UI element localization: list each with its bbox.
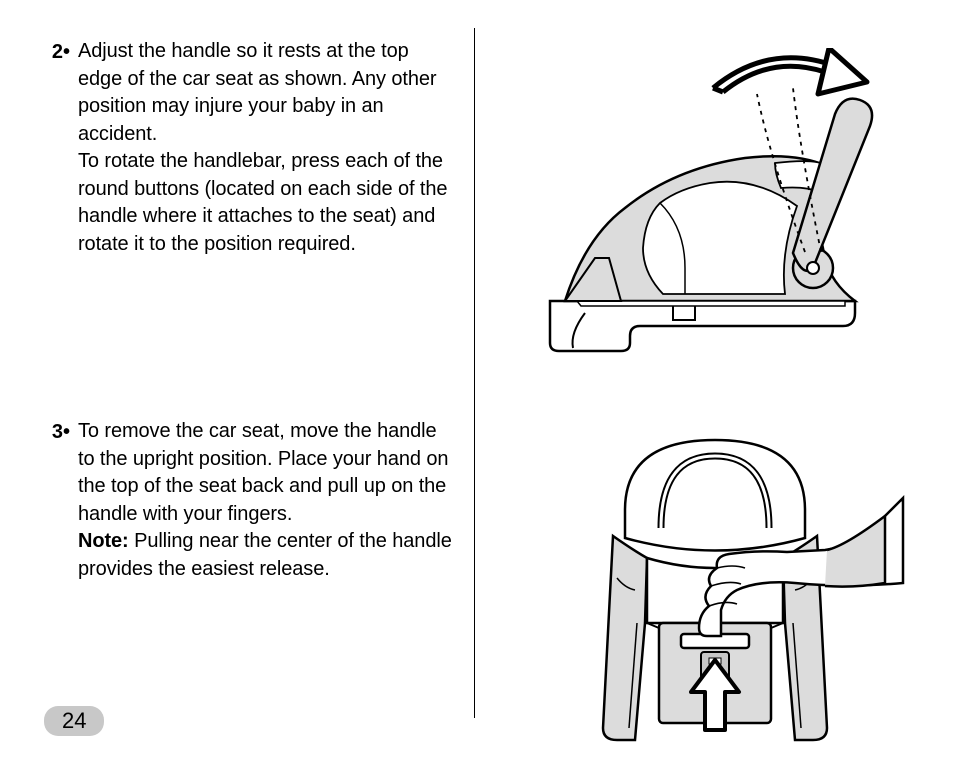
step-3-note: Note: Pulling near the center of the han… xyxy=(78,528,454,583)
step-number: 3• xyxy=(44,418,70,583)
illustration-column xyxy=(475,38,934,744)
rotate-arrow-icon xyxy=(713,48,867,94)
step-body: To remove the car seat, move the handle … xyxy=(78,418,454,583)
step-2-text-b: To rotate the handlebar, press each of t… xyxy=(78,148,454,258)
step-3-text-b: Pulling near the center of the handle pr… xyxy=(78,530,452,580)
step-2: 2• Adjust the handle so it rests at the … xyxy=(44,38,454,258)
step-body: Adjust the handle so it rests at the top… xyxy=(78,38,454,258)
illustration-step-3 xyxy=(525,428,905,768)
page-number: 24 xyxy=(62,708,86,733)
text-column: 2• Adjust the handle so it rests at the … xyxy=(44,38,474,744)
page-number-badge: 24 xyxy=(44,706,104,736)
manual-page: 2• Adjust the handle so it rests at the … xyxy=(0,0,954,764)
step-3: 3• To remove the car seat, move the hand… xyxy=(44,418,454,583)
note-label: Note: xyxy=(78,530,129,552)
illustration-step-2 xyxy=(525,48,905,388)
step-number: 2• xyxy=(44,38,70,258)
step-2-text-a: Adjust the handle so it rests at the top… xyxy=(78,38,454,148)
step-3-text-a: To remove the car seat, move the handle … xyxy=(78,418,454,528)
